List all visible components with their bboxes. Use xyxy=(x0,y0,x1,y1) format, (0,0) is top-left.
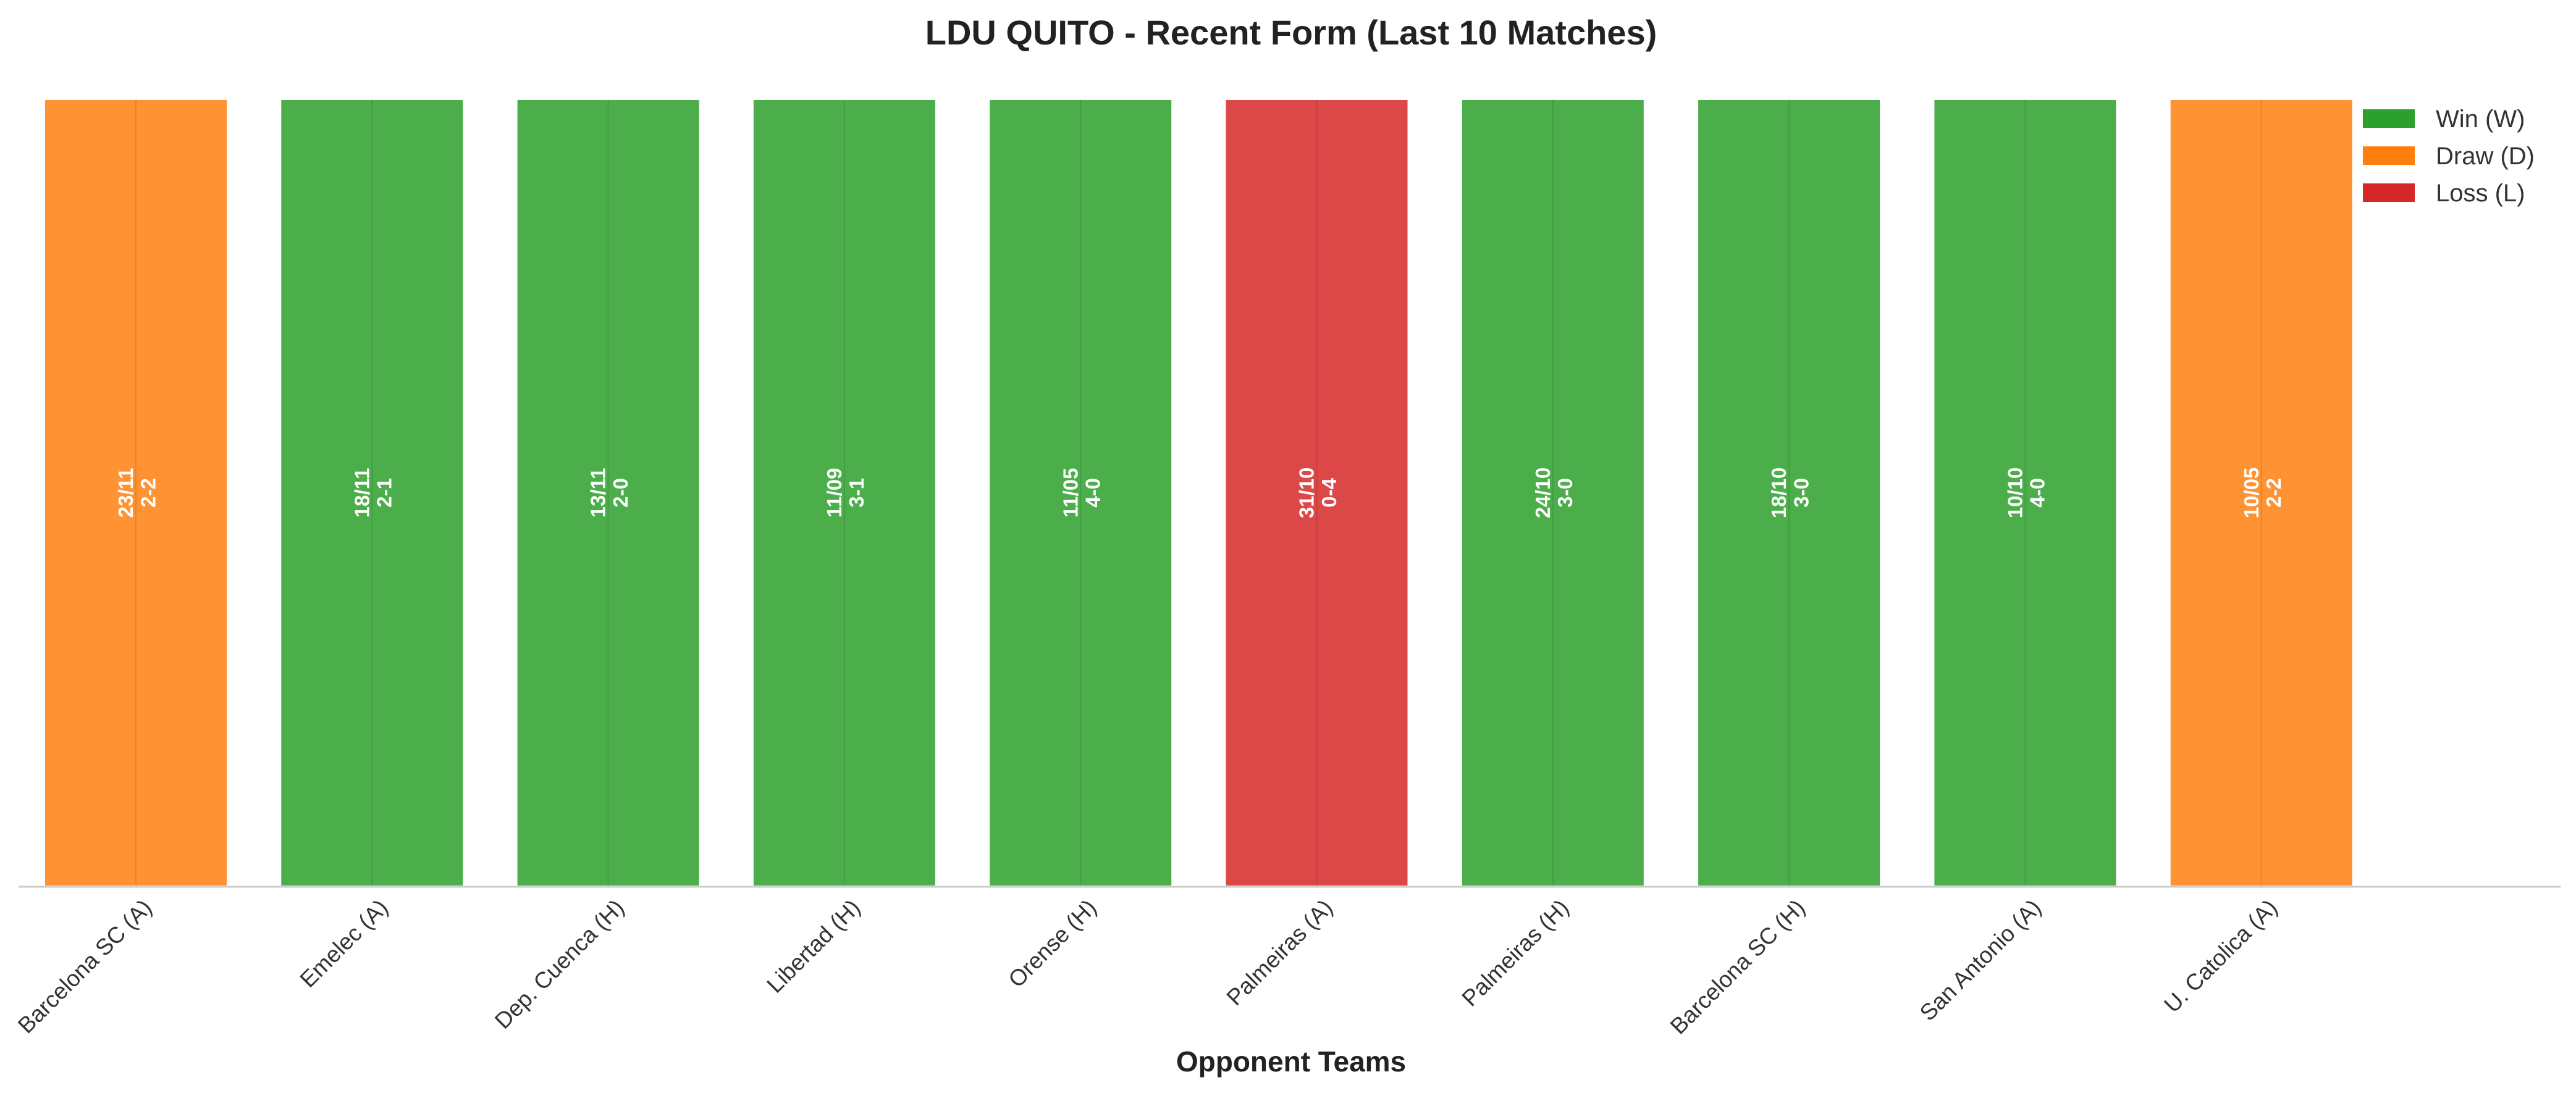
bar-score: 2-1 xyxy=(373,478,396,508)
bar-score: 4-0 xyxy=(1082,478,1105,508)
bar-label: 13/112-0 xyxy=(587,468,632,518)
bar-score: 0-4 xyxy=(1318,478,1341,508)
bar-date: 10/10 xyxy=(2003,467,2026,519)
bar-date: 10/05 xyxy=(2240,467,2263,519)
x-tick-label: Emelec (A) xyxy=(295,895,393,992)
legend-label: Loss (L) xyxy=(2436,180,2525,207)
bar-4 xyxy=(751,98,938,888)
bar-1 xyxy=(43,98,229,888)
bar-5 xyxy=(987,98,1174,888)
bar-date: 11/05 xyxy=(1059,468,1082,518)
bar-label: 31/100-4 xyxy=(1295,467,1341,519)
chart-title: LDU QUITO - Recent Form (Last 10 Matches… xyxy=(925,13,1657,52)
bar-score: 2-2 xyxy=(2262,478,2285,508)
x-tick-label: Orense (H) xyxy=(1003,895,1101,992)
bar-label: 18/103-0 xyxy=(1767,467,1812,519)
bar-label: 10/104-0 xyxy=(2003,467,2048,519)
bar-score: 3-0 xyxy=(1554,478,1576,508)
bar-label: 11/093-1 xyxy=(823,468,868,518)
x-tick-label: Palmeiras (H) xyxy=(1457,895,1574,1011)
bar-label: 23/112-2 xyxy=(114,468,159,518)
bar-score: 2-2 xyxy=(137,478,159,508)
bar-date: 24/10 xyxy=(1531,467,1554,519)
bar-date: 18/10 xyxy=(1767,467,1790,519)
x-tick-label: San Antonio (A) xyxy=(1915,895,2046,1026)
bars-group: 23/112-2 18/112-1 13/112-0 11/093-1 11/054-0… xyxy=(43,98,2355,888)
bar-date: 13/11 xyxy=(587,468,610,518)
x-axis-label: Opponent Teams xyxy=(1176,1045,1406,1078)
x-tick-label: Barcelona SC (H) xyxy=(1665,895,1810,1039)
bar-date: 18/11 xyxy=(350,468,373,518)
bar-label: 10/052-2 xyxy=(2240,467,2285,519)
x-tick-labels: Barcelona SC (A) Emelec (A) Dep. Cuenca (H… xyxy=(13,895,2282,1039)
bar-label: 11/054-0 xyxy=(1059,468,1104,518)
x-tick-label: Barcelona SC (A) xyxy=(13,895,157,1039)
bar-score: 3-0 xyxy=(1790,478,1812,508)
legend-swatch xyxy=(2363,146,2415,165)
legend-swatch xyxy=(2363,109,2415,128)
bar-label: 18/112-1 xyxy=(350,468,395,518)
bar-score: 3-1 xyxy=(845,478,868,508)
bar-6 xyxy=(1223,98,1410,888)
legend-label: Draw (D) xyxy=(2436,143,2535,170)
bar-2 xyxy=(279,98,466,888)
bar-label: 24/103-0 xyxy=(1531,467,1576,519)
bar-10 xyxy=(2168,98,2355,888)
legend: Win (W) Draw (D) Loss (L) xyxy=(2363,106,2535,207)
bar-3 xyxy=(515,98,702,888)
legend-swatch xyxy=(2363,183,2415,202)
bar-date: 11/09 xyxy=(823,468,846,518)
x-tick-label: Dep. Cuenca (H) xyxy=(490,895,629,1034)
x-tick-label: Libertad (H) xyxy=(762,895,865,998)
bar-7 xyxy=(1459,98,1646,888)
x-tick-label: Palmeiras (A) xyxy=(1222,895,1337,1010)
bar-date: 23/11 xyxy=(114,468,137,518)
bar-score: 2-0 xyxy=(609,478,632,508)
x-tick-label: U. Catolica (A) xyxy=(2159,895,2282,1018)
bar-date: 31/10 xyxy=(1295,467,1318,519)
bar-score: 4-0 xyxy=(2026,478,2049,508)
legend-label: Win (W) xyxy=(2436,106,2525,133)
